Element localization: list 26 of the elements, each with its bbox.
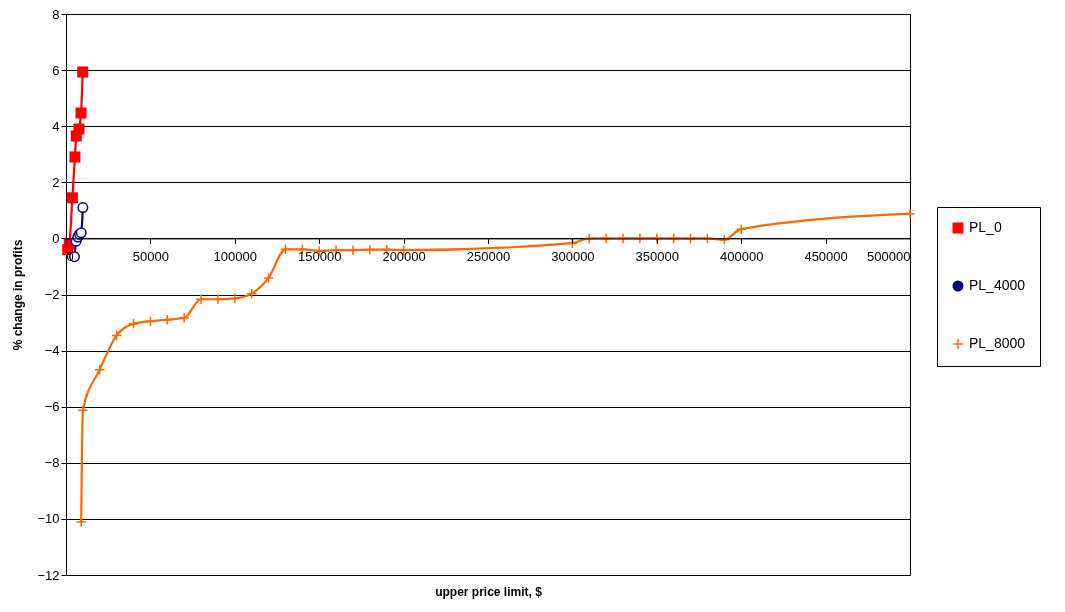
x-tick-label: 400000 bbox=[720, 248, 764, 264]
x-tick-label: 250000 bbox=[466, 248, 511, 264]
y-tick-label: 0 bbox=[52, 230, 60, 246]
legend-label: PL_4000 bbox=[969, 277, 1026, 293]
y-tick-label: −10 bbox=[37, 511, 60, 527]
y-tick-label: 2 bbox=[52, 174, 60, 190]
legend-label: PL_0 bbox=[969, 219, 1002, 235]
y-tick-label: 4 bbox=[52, 118, 60, 134]
x-axis-title: upper price limit, $ bbox=[435, 584, 543, 599]
y-tick-label: −6 bbox=[44, 399, 60, 415]
x-tick-label: 350000 bbox=[635, 248, 679, 264]
y-tick-label: −8 bbox=[44, 455, 60, 471]
y-tick-label: −4 bbox=[44, 343, 60, 359]
y-tick-label: 6 bbox=[52, 62, 60, 78]
y-axis-title: % change in profits bbox=[11, 239, 26, 351]
legend-label: PL_8000 bbox=[969, 335, 1026, 351]
x-tick-label: 100000 bbox=[213, 248, 257, 264]
y-tick-label: −2 bbox=[44, 287, 60, 302]
x-tick-label: 300000 bbox=[551, 248, 595, 264]
y-tick-label: −12 bbox=[37, 567, 60, 583]
x-tick-label: 50000 bbox=[132, 248, 169, 264]
x-tick-label: 150000 bbox=[298, 248, 342, 264]
x-tick-label: 500000 bbox=[867, 248, 911, 264]
y-tick-label: 8 bbox=[52, 6, 60, 22]
x-tick-label: 450000 bbox=[804, 248, 848, 264]
x-tick-label: 200000 bbox=[382, 248, 426, 264]
